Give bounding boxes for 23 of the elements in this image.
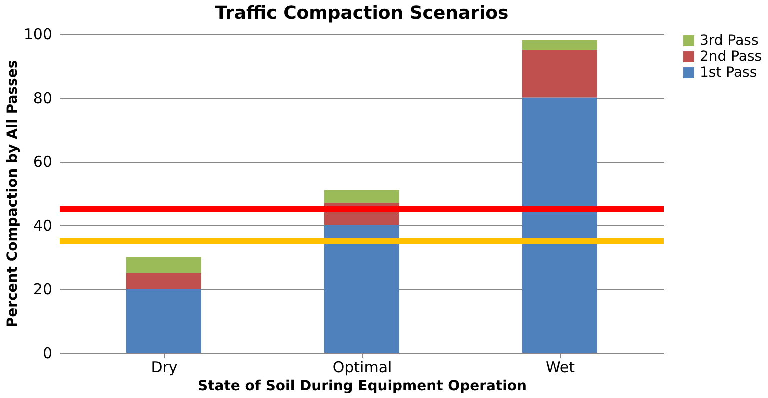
bar — [126, 273, 202, 290]
bar — [522, 40, 598, 50]
bar — [126, 289, 202, 353]
y-tick-label: 100 — [24, 26, 52, 44]
bar — [324, 190, 400, 204]
y-tick-label: 0 — [42, 344, 52, 362]
y-tick-label: 20 — [33, 280, 52, 299]
legend-label: 3rd Pass — [700, 33, 759, 49]
x-axis-title: State of Soil During Equipment Operation — [198, 378, 528, 394]
x-tick-label: Dry — [151, 358, 178, 376]
bar — [126, 257, 202, 274]
y-tick-label: 60 — [33, 153, 52, 172]
bar — [324, 225, 400, 353]
legend-label: 1st Pass — [700, 65, 758, 81]
y-tick-label: 80 — [33, 89, 52, 108]
bar — [522, 50, 598, 98]
x-tick-label: Wet — [546, 358, 576, 376]
chart-title: Traffic Compaction Scenarios — [215, 3, 509, 24]
y-axis-title: Percent Compaction by All Passes — [4, 60, 21, 328]
bar — [522, 98, 598, 353]
y-tick-label: 40 — [33, 216, 52, 235]
legend-label: 2nd Pass — [700, 49, 762, 65]
x-tick-label: Optimal — [332, 358, 392, 376]
